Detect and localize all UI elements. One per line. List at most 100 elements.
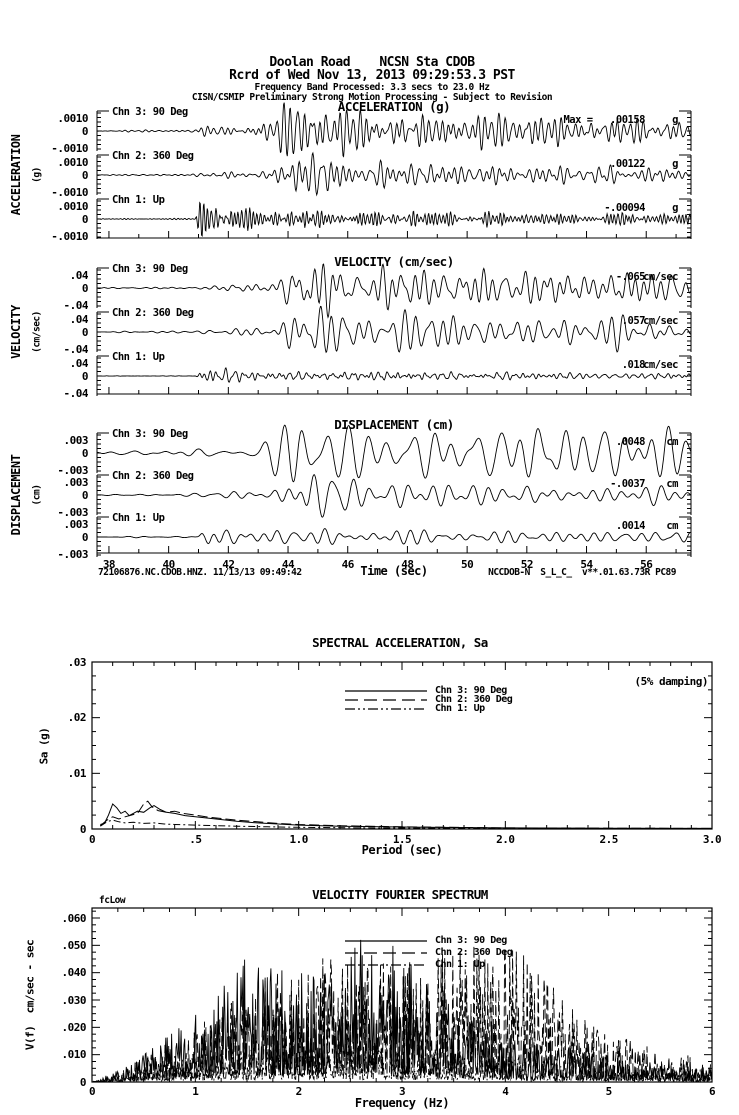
- scale-label-zero: 0: [81, 326, 89, 339]
- peak-value-label: .0048: [615, 436, 646, 448]
- fourier-x-tick-label: 1: [192, 1085, 199, 1098]
- record-id-footer: 72106876.NC.CDOB.HNZ. 11/13/13 09:49:42: [98, 567, 302, 578]
- peak-unit-label: cm: [666, 436, 678, 448]
- sa-x-tick-label: 1.0: [289, 833, 308, 846]
- time-tick-label: 50: [461, 558, 474, 571]
- damping-note: (5% damping): [634, 675, 709, 688]
- scale-label-zero: 0: [81, 213, 89, 226]
- sa-frame: [91, 661, 713, 830]
- channel-label: Chn 2: 360 Deg: [112, 150, 194, 162]
- velocity-axis-unit: (cm/sec): [31, 311, 43, 353]
- peak-unit-label: cm/sec: [643, 315, 678, 327]
- time-tick-label: 46: [341, 558, 355, 571]
- station-title: Doolan Road NCSN Sta CDOB: [269, 55, 475, 70]
- velocity-axis-label: VELOCITY: [9, 305, 23, 359]
- record-datetime: Rcrd of Wed Nov 13, 2013 09:29:53.3 PST: [229, 68, 515, 83]
- fourier-x-tick-label: 2: [295, 1085, 303, 1098]
- sa-curve-chn-2-360-deg: [99, 800, 713, 829]
- fourier-y-tick-label: .040: [61, 966, 87, 980]
- legend-label: Chn 2: 360 Deg: [435, 947, 513, 958]
- sa-curve-chn-1-up: [100, 819, 713, 830]
- scale-label-zero: 0: [81, 370, 89, 383]
- channel-label: Chn 1: Up: [112, 194, 165, 206]
- time-tick-label: 38: [102, 558, 116, 571]
- scale-label-negative: -.04: [63, 387, 89, 400]
- sa-y-tick-label: .02: [67, 711, 87, 725]
- peak-value-label: .057: [621, 315, 646, 327]
- time-tick-label: 52: [520, 558, 534, 571]
- sa-y-tick-label: .03: [67, 655, 87, 669]
- sa-x-tick-label: 2.0: [496, 833, 515, 846]
- period-axis-label: Period (sec): [361, 843, 443, 857]
- time-tick-label: 56: [640, 558, 653, 571]
- fourier-y-tick-label: .060: [61, 911, 87, 925]
- scale-label-positive: .04: [69, 269, 89, 282]
- displacement-axis-unit: (cm): [31, 484, 43, 506]
- frequency-axis-label: Frequency (Hz): [354, 1096, 450, 1110]
- scale-label-negative: -.0010: [51, 142, 88, 155]
- fourier-y-tick-label: .050: [61, 938, 87, 952]
- fourier-x-tick-label: 6: [708, 1085, 716, 1098]
- channel-label: Chn 1: Up: [112, 351, 165, 363]
- fourier-curve-chn-1-up: [91, 1038, 713, 1084]
- scale-label-zero: 0: [81, 282, 89, 295]
- scale-label-zero: 0: [81, 447, 89, 460]
- scale-label-zero: 0: [81, 125, 89, 138]
- peak-unit-label: cm: [666, 520, 678, 532]
- scale-label-zero: 0: [81, 169, 89, 182]
- sa-x-tick-label: .5: [189, 833, 202, 846]
- seismic-trace-velocity-ch3: [96, 263, 692, 319]
- channel-label: Chn 1: Up: [112, 512, 165, 524]
- scale-label-positive: .003: [63, 476, 89, 489]
- peak-value-label: Max = .00158: [563, 114, 645, 126]
- legend-label: Chn 2: 360 Deg: [435, 694, 513, 705]
- channel-label: Chn 2: 360 Deg: [112, 470, 194, 482]
- legend-label: Chn 1: Up: [435, 959, 485, 970]
- seismic-trace-acceleration-ch1: [96, 201, 692, 238]
- scale-label-negative: -.04: [63, 299, 89, 312]
- scale-label-zero: 0: [81, 531, 89, 544]
- channel-label: Chn 3: 90 Deg: [112, 106, 188, 118]
- channel-label: Chn 3: 90 Deg: [112, 263, 188, 275]
- time-tick-label: 54: [580, 558, 593, 571]
- scale-label-negative: -.003: [57, 548, 88, 561]
- peak-unit-label: g: [672, 114, 678, 126]
- peak-value-label: .018: [621, 359, 646, 371]
- peak-value-label: -.00094: [604, 202, 645, 214]
- processing-note: CISN/CSMIP Preliminary Strong Motion Pro…: [191, 92, 553, 103]
- time-tick-label: 40: [162, 558, 176, 571]
- frequency-band-note: Frequency Band Processed: 3.3 secs to 23…: [254, 82, 490, 93]
- scale-label-negative: -.003: [57, 464, 88, 477]
- seismic-trace-displacement-ch1: [97, 528, 692, 545]
- peak-unit-label: g: [672, 158, 678, 170]
- scale-label-positive: .04: [69, 357, 89, 370]
- sa-x-tick-label: 1.5: [392, 833, 412, 846]
- peak-unit-label: cm: [666, 478, 678, 490]
- legend-label: Chn 3: 90 Deg: [435, 685, 507, 696]
- peak-unit-label: cm/sec: [643, 271, 678, 283]
- seismic-trace-displacement-ch3: [96, 424, 692, 483]
- acceleration-axis-unit: (g): [31, 167, 43, 183]
- displacement-axis-label: DISPLACEMENT: [9, 454, 23, 536]
- fourier-y-tick-label: .020: [61, 1020, 87, 1034]
- acceleration-axis-label: ACCELERATION: [9, 134, 23, 216]
- displacement-title: DISPLACEMENT (cm): [334, 417, 454, 432]
- fourier-y-tick-label: 0: [79, 1075, 87, 1089]
- time-axis-label: Time (sec): [360, 564, 428, 578]
- fourier-x-tick-label: 5: [605, 1085, 613, 1098]
- scale-label-positive: .0010: [57, 112, 88, 125]
- scale-label-positive: .003: [63, 434, 89, 447]
- fclow-marker-label: fcLow: [99, 895, 126, 906]
- legend-label: Chn 3: 90 Deg: [435, 935, 507, 946]
- peak-unit-label: cm/sec: [643, 359, 678, 371]
- scale-label-negative: -.003: [57, 506, 88, 519]
- channel-label: Chn 2: 360 Deg: [112, 307, 194, 319]
- time-tick-label: 48: [401, 558, 414, 571]
- seismic-trace-acceleration-ch2: [96, 151, 692, 197]
- fourier-plot-title: VELOCITY FOURIER SPECTRUM: [312, 887, 488, 902]
- fourier-y-tick-label: .030: [61, 993, 87, 1007]
- acceleration-title: ACCELERATION (g): [337, 99, 451, 114]
- fourier-y-axis-label: V(f) cm/sec - sec: [23, 939, 37, 1051]
